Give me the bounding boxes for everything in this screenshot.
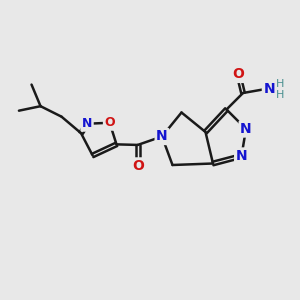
- Text: N: N: [263, 82, 275, 96]
- Text: N: N: [236, 149, 247, 163]
- Text: H: H: [276, 79, 284, 89]
- Text: O: O: [132, 159, 144, 173]
- Text: N: N: [240, 122, 252, 136]
- Text: O: O: [104, 116, 115, 129]
- Text: O: O: [232, 68, 244, 81]
- Text: N: N: [82, 117, 92, 130]
- Text: H: H: [276, 90, 284, 100]
- Text: N: N: [156, 130, 168, 143]
